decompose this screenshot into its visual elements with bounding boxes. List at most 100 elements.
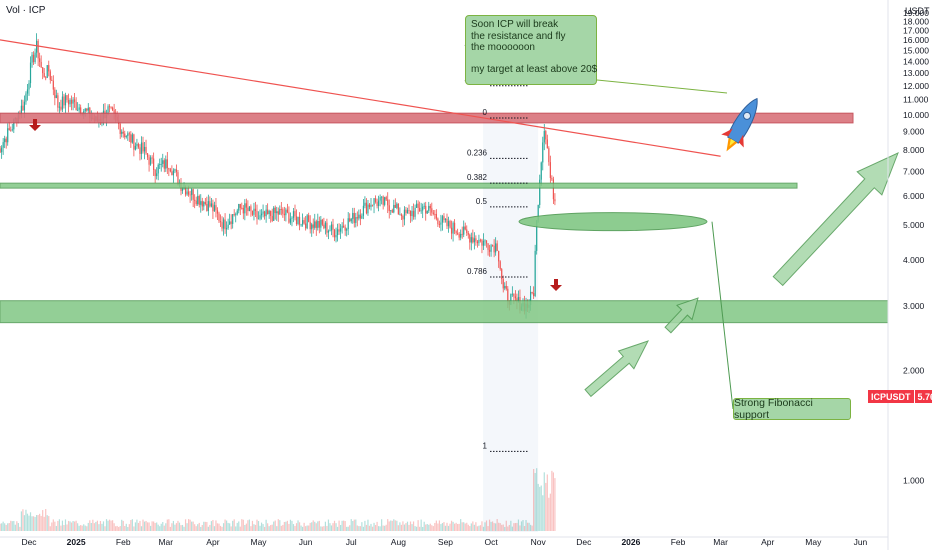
candle-body	[405, 209, 407, 214]
volume-bar	[166, 519, 168, 531]
candle-body	[271, 215, 273, 221]
candle-body	[203, 202, 205, 207]
candle-body	[399, 214, 401, 216]
volume-bar	[444, 525, 447, 531]
candle-body	[374, 198, 377, 202]
volume-bar	[245, 523, 247, 531]
candle-body	[189, 194, 191, 196]
candle-body	[352, 212, 354, 219]
candle-body	[517, 296, 520, 302]
candle-body	[253, 208, 255, 215]
x-tick-label: Jul	[346, 537, 357, 547]
volume-bar	[98, 524, 100, 531]
x-tick-label: 2025	[67, 537, 86, 547]
volume-bar	[305, 526, 307, 531]
candle-body	[537, 204, 539, 221]
volume-bar	[19, 526, 21, 531]
volume-bar	[455, 522, 457, 531]
volume-bar	[536, 468, 538, 531]
candle-body	[4, 138, 6, 143]
volume-bar	[409, 521, 412, 531]
volume-bar	[505, 520, 507, 531]
last-price-badge[interactable]: ICPUSDT 5.768	[868, 390, 932, 403]
candle-body	[530, 291, 532, 305]
volume-bar	[201, 525, 203, 531]
candle-body	[163, 160, 165, 169]
highlight-area	[483, 120, 539, 532]
volume-bar	[195, 526, 197, 531]
candle-body	[507, 288, 509, 301]
volume-bar	[551, 470, 553, 531]
candle-body	[428, 205, 430, 211]
volume-bar	[189, 519, 191, 531]
volume-bar	[323, 526, 325, 531]
volume-bar	[227, 522, 229, 531]
candle-body	[403, 209, 406, 220]
candle-body	[213, 205, 216, 212]
volume-bar	[470, 523, 472, 531]
volume-bar	[268, 526, 270, 531]
volume-bar	[546, 474, 548, 531]
candle-body	[5, 138, 7, 143]
candle-body	[74, 99, 76, 102]
x-tick-label: 2026	[621, 537, 640, 547]
candle-body	[297, 216, 299, 224]
volume-bar	[209, 524, 211, 531]
candle-body	[80, 107, 82, 114]
candle-body	[247, 207, 249, 212]
candle-body	[229, 221, 231, 225]
volume-bar	[523, 526, 526, 531]
volume-bar	[159, 526, 161, 531]
candle-body	[552, 179, 554, 200]
candle-body	[493, 245, 495, 253]
volume-bar	[39, 513, 41, 531]
volume-bar	[233, 519, 235, 531]
candle-body	[504, 285, 506, 289]
volume-bar	[86, 526, 88, 531]
candle-body	[346, 229, 348, 231]
candle-body	[209, 201, 211, 207]
candle-body	[434, 213, 436, 215]
volume-bar	[32, 516, 35, 531]
volume-bar	[270, 525, 272, 531]
candle-body	[533, 293, 535, 296]
candle-body	[165, 159, 167, 169]
candle-body	[440, 222, 442, 225]
candle-body	[49, 71, 51, 80]
fib-level-label: 1	[483, 441, 488, 450]
y-tick-label: 7.000	[903, 166, 925, 176]
candle-body	[87, 107, 89, 111]
candle-body	[554, 199, 556, 202]
volume-bar	[235, 526, 237, 531]
volume-bar	[136, 519, 138, 531]
volume-bar	[300, 525, 302, 531]
candle-body	[134, 145, 136, 150]
volume-bar	[175, 523, 178, 531]
candle-body	[315, 221, 317, 228]
volume-bar	[262, 524, 264, 531]
volume-bar	[58, 519, 60, 531]
candle-body	[391, 210, 393, 213]
volume-bar	[362, 526, 364, 531]
candle-body	[540, 162, 542, 180]
candle-body	[285, 209, 287, 216]
candle-body	[478, 239, 480, 244]
volume-bar	[122, 520, 124, 531]
volume-bar	[511, 526, 513, 531]
volume-bar	[302, 526, 304, 531]
volume-bar	[321, 526, 323, 531]
candle-body	[505, 285, 507, 289]
volume-bar	[432, 526, 434, 531]
volume-bar	[10, 520, 12, 531]
volume-bar	[394, 520, 396, 531]
candle-body	[26, 89, 29, 94]
rocket-icon	[721, 97, 758, 152]
volume-bar	[110, 520, 112, 531]
volume-bar	[343, 520, 345, 531]
volume-bar	[37, 515, 39, 531]
rocket-fin-right	[738, 134, 744, 148]
candle-body	[174, 169, 176, 171]
volume-bar	[539, 486, 541, 531]
